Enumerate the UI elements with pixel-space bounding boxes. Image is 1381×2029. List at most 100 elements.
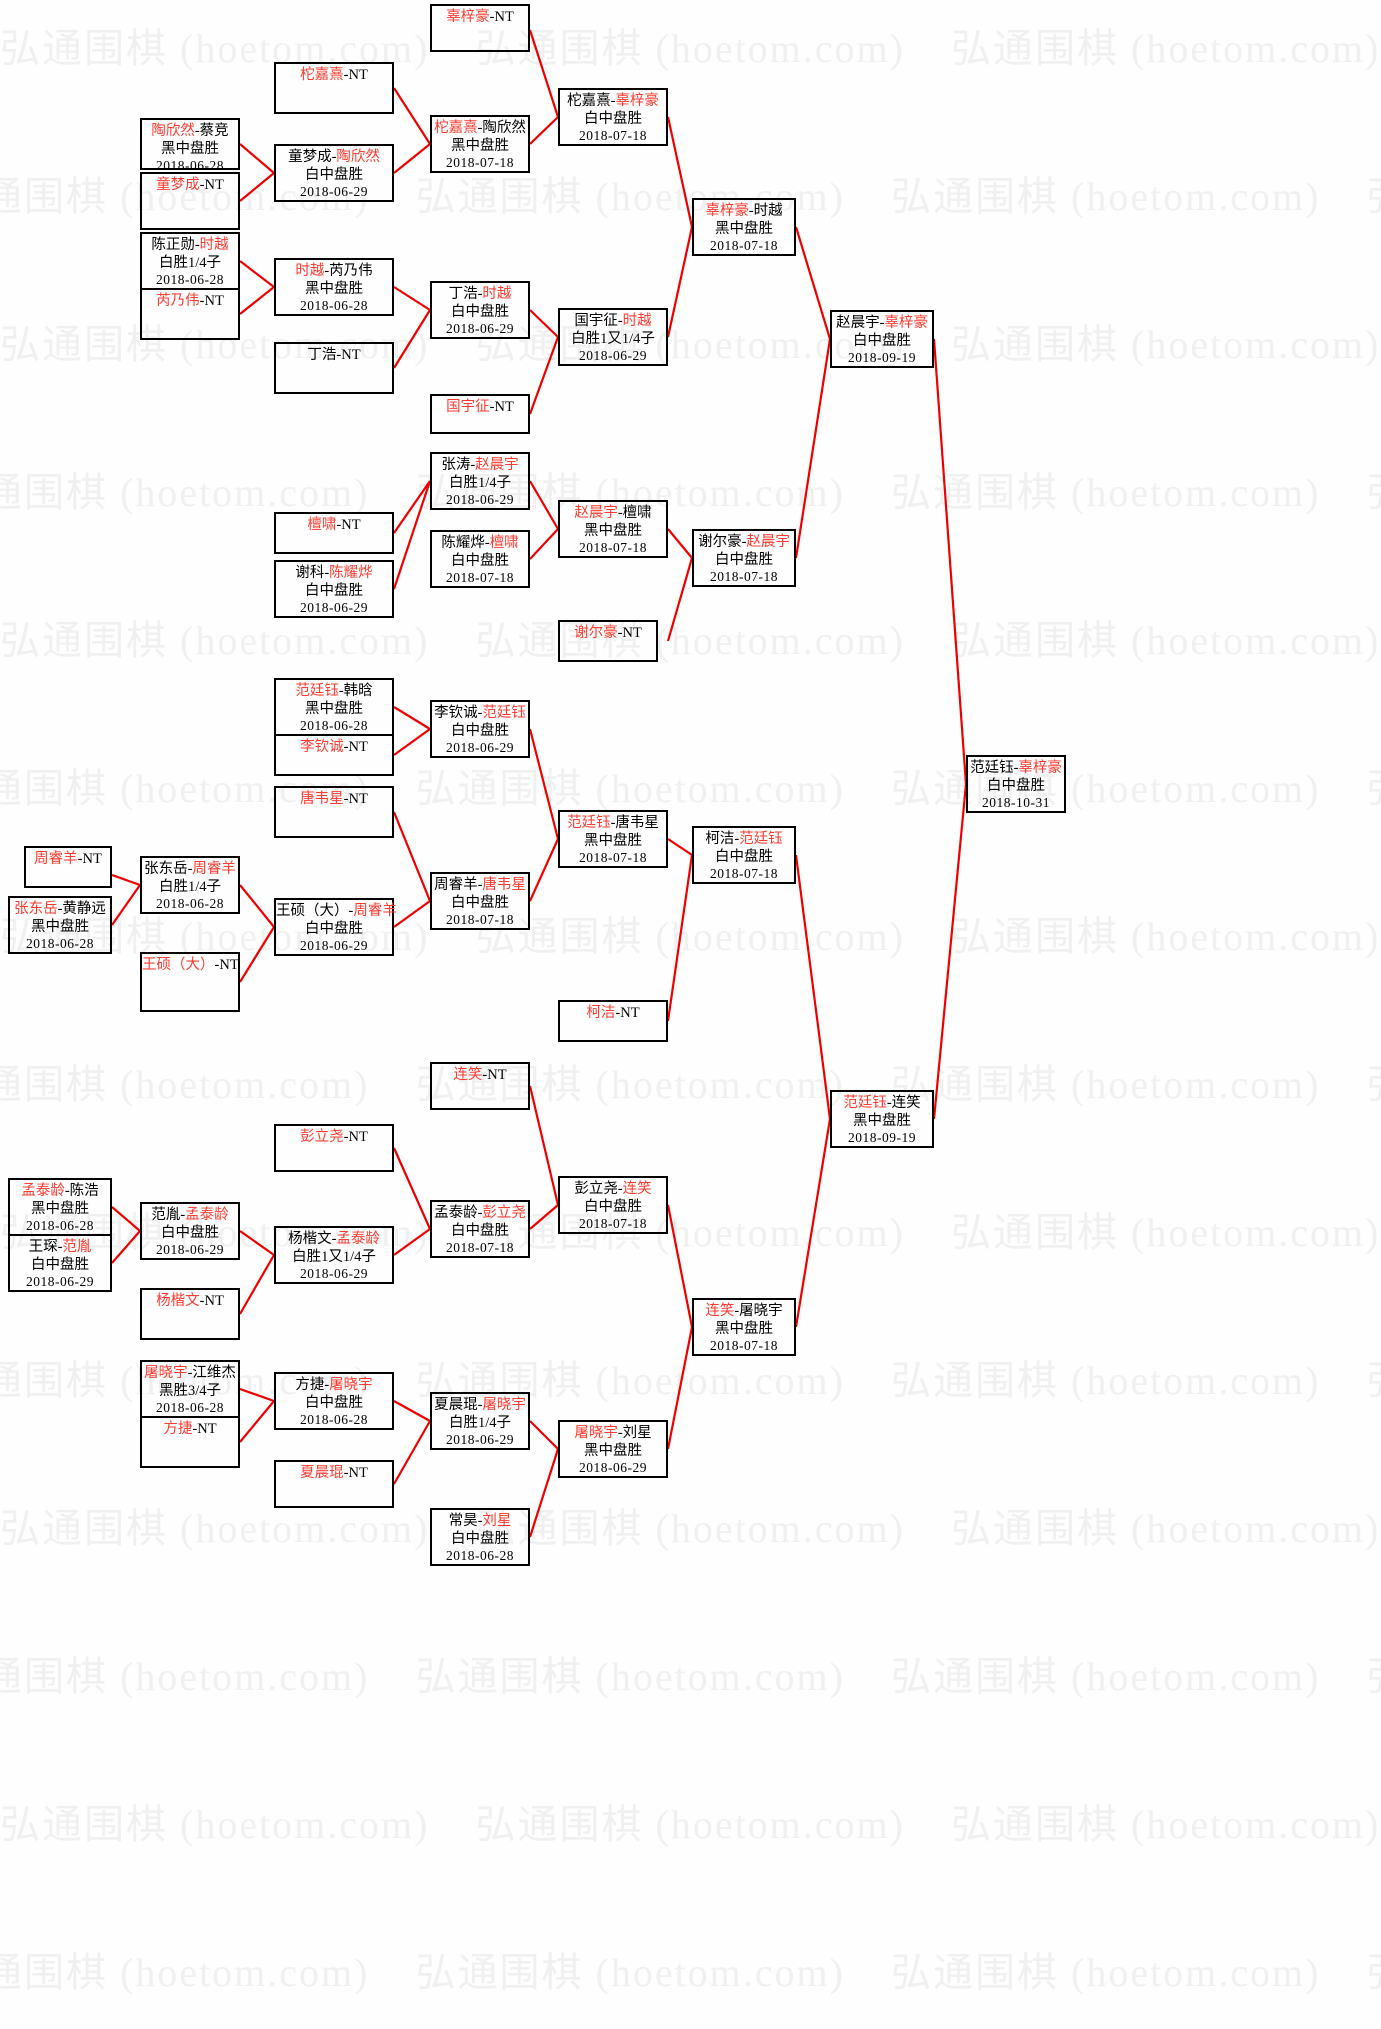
match-node[interactable]: 王硕（大）-周睿羊 白中盘胜 2018-06-29 bbox=[274, 898, 397, 956]
match-players: 王琛-范胤 bbox=[10, 1239, 110, 1257]
player-left: 屠晓宇 bbox=[144, 1365, 188, 1381]
match-node[interactable]: 王琛-范胤 白中盘胜 2018-06-29 bbox=[8, 1234, 112, 1292]
match-node[interactable]: 李钦诚-NT bbox=[274, 734, 394, 776]
match-node[interactable]: 方捷-NT bbox=[140, 1416, 240, 1468]
match-players: 辜梓豪-NT bbox=[432, 9, 528, 27]
match-node[interactable]: 柯洁-NT bbox=[558, 1000, 668, 1042]
match-node[interactable]: 彭立尧-NT bbox=[274, 1124, 394, 1172]
match-result: 黑中盘胜 bbox=[31, 1200, 89, 1217]
match-node[interactable]: 童梦成-陶欣然 白中盘胜 2018-06-29 bbox=[274, 144, 394, 202]
player-left: 辜梓豪 bbox=[446, 9, 490, 25]
match-node[interactable]: 彭立尧-连笑 白中盘胜 2018-07-18 bbox=[558, 1176, 668, 1234]
match-node[interactable]: 夏晨琨-NT bbox=[274, 1460, 394, 1508]
match-node[interactable]: 屠晓宇-江维杰 黑胜3/4子 2018-06-28 bbox=[140, 1360, 240, 1418]
match-node[interactable]: 谢尔豪-赵晨宇 白中盘胜 2018-07-18 bbox=[692, 529, 796, 587]
player-left: 彭立尧 bbox=[300, 1129, 344, 1145]
match-date: 2018-06-29 bbox=[579, 348, 647, 364]
player-right: NT bbox=[494, 399, 514, 415]
player-separator: - bbox=[77, 851, 83, 867]
match-result: 白中盘胜 bbox=[451, 894, 509, 911]
match-node[interactable]: 陶欣然-蔡竞 黑中盘胜 2018-06-28 bbox=[140, 118, 240, 173]
match-node[interactable]: 唐韦星-NT bbox=[274, 786, 394, 838]
match-players: 童梦成-陶欣然 bbox=[276, 149, 392, 167]
match-date: 2018-07-18 bbox=[446, 155, 514, 171]
match-node[interactable]: 方捷-屠晓宇 白中盘胜 2018-06-28 bbox=[274, 1372, 394, 1430]
match-node[interactable]: 连笑-NT bbox=[430, 1062, 530, 1110]
match-node[interactable]: 柁嘉熹-NT bbox=[274, 62, 394, 114]
match-node[interactable]: 国宇征-时越 白胜1又1/4子 2018-06-29 bbox=[558, 308, 668, 366]
match-node[interactable]: 孟泰龄-陈浩 黑中盘胜 2018-06-28 bbox=[8, 1178, 112, 1236]
player-separator: - bbox=[343, 739, 349, 755]
player-separator: - bbox=[331, 149, 337, 165]
match-node[interactable]: 国宇征-NT bbox=[430, 394, 530, 434]
match-node[interactable]: 李钦诚-范廷钰 白中盘胜 2018-06-29 bbox=[430, 700, 530, 758]
match-node[interactable]: 辜梓豪-NT bbox=[430, 4, 530, 52]
match-node[interactable]: 张东岳-周睿羊 白胜1/4子 2018-06-28 bbox=[140, 856, 240, 914]
match-players: 夏晨琨-NT bbox=[276, 1465, 392, 1483]
player-left: 连笑 bbox=[453, 1067, 483, 1083]
match-node[interactable]: 丁浩-时越 白中盘胜 2018-06-29 bbox=[430, 281, 530, 339]
match-players: 王硕（大）-NT bbox=[142, 957, 239, 975]
match-node[interactable]: 范廷钰-唐韦星 黑中盘胜 2018-07-18 bbox=[558, 810, 668, 868]
match-date: 2018-07-18 bbox=[710, 238, 778, 254]
match-node[interactable]: 常昊-刘星 白中盘胜 2018-06-28 bbox=[430, 1508, 530, 1566]
match-node[interactable]: 时越-芮乃伟 黑中盘胜 2018-06-28 bbox=[274, 258, 394, 316]
match-node[interactable]: 柁嘉熹-陶欣然 黑中盘胜 2018-07-18 bbox=[430, 115, 530, 173]
match-players: 柯洁-NT bbox=[560, 1005, 666, 1023]
match-node[interactable]: 夏晨琨-屠晓宇 白胜1/4子 2018-06-29 bbox=[430, 1392, 530, 1450]
match-players: 夏晨琨-屠晓宇 bbox=[432, 1397, 528, 1415]
player-left: 王琛 bbox=[28, 1239, 58, 1255]
match-node[interactable]: 柁嘉熹-辜梓豪 白中盘胜 2018-07-18 bbox=[558, 88, 668, 146]
match-node[interactable]: 柯洁-范廷钰 白中盘胜 2018-07-18 bbox=[692, 826, 796, 884]
match-node[interactable]: 范胤-孟泰龄 白中盘胜 2018-06-29 bbox=[140, 1202, 240, 1260]
match-node[interactable]: 孟泰龄-彭立尧 白中盘胜 2018-07-18 bbox=[430, 1200, 530, 1258]
player-left: 连笑 bbox=[705, 1303, 735, 1319]
match-node[interactable]: 陈正勋-时越 白胜1/4子 2018-06-28 bbox=[140, 232, 240, 290]
match-node[interactable]: 杨楷文-孟泰龄 白胜1又1/4子 2018-06-29 bbox=[274, 1226, 394, 1284]
match-node[interactable]: 谢尔豪-NT bbox=[558, 620, 658, 662]
match-date: 2018-07-18 bbox=[446, 570, 514, 586]
match-players: 范廷钰-唐韦星 bbox=[560, 815, 666, 833]
player-right: NT bbox=[348, 739, 368, 755]
player-right: 屠晓宇 bbox=[739, 1303, 783, 1319]
match-node[interactable]: 范廷钰-辜梓豪 白中盘胜 2018-10-31 bbox=[966, 755, 1066, 813]
player-separator: - bbox=[482, 1067, 488, 1083]
match-node[interactable]: 芮乃伟-NT bbox=[140, 288, 240, 340]
match-node[interactable]: 谢科-陈耀烨 白中盘胜 2018-06-29 bbox=[274, 560, 394, 618]
match-node[interactable]: 范廷钰-连笑 黑中盘胜 2018-09-19 bbox=[830, 1090, 934, 1148]
player-right: 赵晨宇 bbox=[746, 534, 790, 550]
match-node[interactable]: 周睿羊-唐韦星 白中盘胜 2018-07-18 bbox=[430, 872, 530, 930]
match-node[interactable]: 辜梓豪-时越 黑中盘胜 2018-07-18 bbox=[692, 198, 796, 256]
player-separator: - bbox=[477, 120, 483, 136]
match-node[interactable]: 赵晨宇-檀啸 黑中盘胜 2018-07-18 bbox=[558, 500, 668, 558]
player-right: 周睿羊 bbox=[192, 861, 236, 877]
match-players: 芮乃伟-NT bbox=[142, 293, 238, 311]
match-node[interactable]: 张东岳-黄静远 黑中盘胜 2018-06-28 bbox=[8, 896, 112, 954]
player-right: 檀啸 bbox=[622, 505, 652, 521]
player-left: 范廷钰 bbox=[567, 815, 611, 831]
match-node[interactable]: 范廷钰-韩晗 黑中盘胜 2018-06-28 bbox=[274, 678, 394, 736]
match-node[interactable]: 周睿羊-NT bbox=[24, 846, 112, 888]
match-players: 孟泰龄-陈浩 bbox=[10, 1183, 110, 1201]
match-players: 国宇征-NT bbox=[432, 399, 528, 417]
match-result: 黑中盘胜 bbox=[584, 832, 642, 849]
player-right: 辜梓豪 bbox=[1018, 760, 1062, 776]
player-right: NT bbox=[494, 9, 514, 25]
match-node[interactable]: 赵晨宇-辜梓豪 白中盘胜 2018-09-19 bbox=[830, 310, 934, 368]
match-node[interactable]: 屠晓宇-刘星 黑中盘胜 2018-06-29 bbox=[558, 1420, 668, 1478]
match-node[interactable]: 杨楷文-NT bbox=[140, 1288, 240, 1340]
match-node[interactable]: 檀啸-NT bbox=[274, 512, 394, 554]
match-players: 彭立尧-连笑 bbox=[560, 1181, 666, 1199]
player-right: 范廷钰 bbox=[482, 705, 526, 721]
player-left: 王硕（大） bbox=[276, 903, 349, 919]
match-node[interactable]: 连笑-屠晓宇 黑中盘胜 2018-07-18 bbox=[692, 1298, 796, 1356]
match-node[interactable]: 童梦成-NT bbox=[140, 172, 240, 230]
match-node[interactable]: 丁浩-NT bbox=[274, 342, 394, 394]
player-left: 方捷 bbox=[295, 1377, 325, 1393]
match-node[interactable]: 王硕（大）-NT bbox=[140, 952, 240, 1012]
match-node[interactable]: 张涛-赵晨宇 白胜1/4子 2018-06-29 bbox=[430, 452, 530, 510]
match-node[interactable]: 陈耀烨-檀啸 白中盘胜 2018-07-18 bbox=[430, 530, 530, 588]
match-date: 2018-06-29 bbox=[446, 321, 514, 337]
player-left: 唐韦星 bbox=[300, 791, 344, 807]
player-right: NT bbox=[620, 1005, 640, 1021]
